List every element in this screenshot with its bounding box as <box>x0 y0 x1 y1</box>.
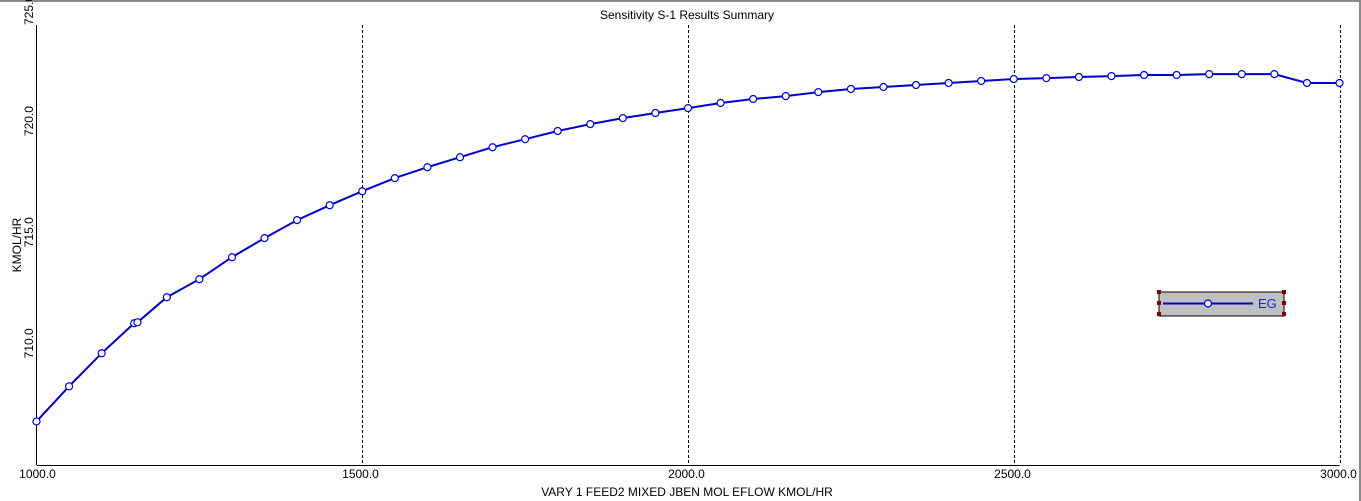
x-tick-label: 2500.0 <box>994 467 1031 481</box>
data-point <box>977 76 986 86</box>
x-tick-label: 1000.0 <box>19 467 56 481</box>
data-point <box>521 135 530 144</box>
data-point <box>1074 72 1084 82</box>
x-tick-label: 1500.0 <box>342 467 379 481</box>
data-point <box>32 417 41 426</box>
x-axis-label: VARY 1 FEED2 MIXED JBEN MOL EFLOW KMOL/H… <box>541 485 833 499</box>
y-axis-label: KMOL/HR <box>10 217 24 272</box>
y-tick-label: 720.0 <box>22 106 36 136</box>
data-point <box>1205 70 1214 79</box>
x-tick-label: 3000.0 <box>1320 467 1357 481</box>
data-point <box>781 92 790 101</box>
y-tick-label: 725.0 <box>22 0 36 25</box>
data-point <box>133 318 142 327</box>
x-tick-label: 2000.0 <box>668 467 705 481</box>
legend-label: EG <box>1258 296 1277 311</box>
resize-handle[interactable] <box>1282 301 1286 305</box>
data-point <box>879 82 888 92</box>
resize-handle[interactable] <box>1157 301 1161 305</box>
data-point <box>293 216 302 225</box>
data-point <box>553 126 562 136</box>
data-point <box>911 80 921 90</box>
data-point <box>260 234 269 243</box>
data-point <box>227 253 237 262</box>
data-point <box>1237 70 1246 79</box>
data-point <box>455 153 465 162</box>
data-point <box>618 114 627 123</box>
resize-handle[interactable] <box>1157 290 1161 294</box>
data-point <box>1270 70 1279 79</box>
data-point <box>749 94 758 104</box>
data-point <box>423 163 432 172</box>
data-point <box>1139 70 1149 80</box>
data-point <box>651 108 660 118</box>
data-point <box>814 88 823 97</box>
data-point <box>195 275 204 284</box>
data-point <box>716 98 725 108</box>
resize-handle[interactable] <box>1282 312 1286 316</box>
data-point <box>1172 70 1181 80</box>
data-point <box>488 143 497 152</box>
legend-marker <box>1203 299 1213 308</box>
data-point <box>1042 74 1051 83</box>
chart-title: Sensitivity S-1 Results Summary <box>600 8 774 22</box>
data-point <box>944 78 953 88</box>
y-tick-label: 715.0 <box>22 217 36 247</box>
data-point <box>846 84 855 94</box>
resize-handle[interactable] <box>1282 290 1286 294</box>
data-point <box>586 120 595 129</box>
resize-handle[interactable] <box>1157 312 1161 316</box>
data-point <box>390 174 399 183</box>
data-point <box>683 104 693 113</box>
data-point <box>97 349 106 358</box>
data-point <box>358 187 367 196</box>
data-point <box>1302 78 1312 88</box>
data-point <box>1335 78 1344 88</box>
data-point <box>1107 72 1116 81</box>
y-tick-label: 710.0 <box>22 328 36 358</box>
series-line-EG <box>35 73 1340 423</box>
data-point <box>1009 74 1018 84</box>
legend[interactable]: EG <box>1157 290 1286 317</box>
data-point <box>325 201 334 210</box>
data-point <box>64 382 74 391</box>
data-point <box>162 293 171 302</box>
